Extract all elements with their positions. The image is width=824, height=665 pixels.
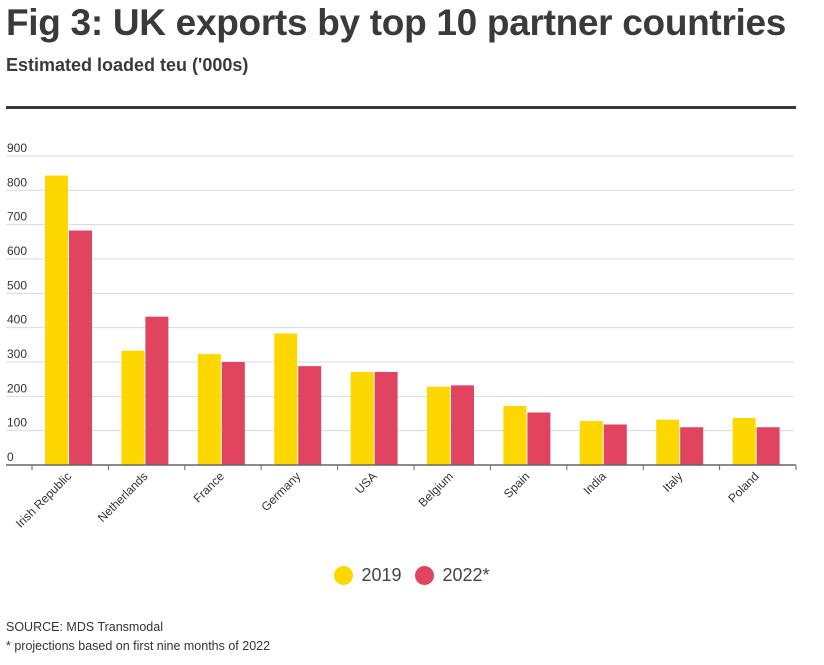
x-tick-label-irish-republic: Irish Republic bbox=[13, 469, 74, 530]
legend-label-2019: 2019 bbox=[361, 565, 402, 585]
y-tick-label-700: 700 bbox=[7, 210, 27, 224]
legend-item-2019: 2019 bbox=[334, 565, 401, 586]
chart-subtitle: Estimated loaded teu ('000s) bbox=[6, 55, 249, 75]
legend-swatch-2019 bbox=[334, 566, 354, 585]
bar-france-2022 bbox=[221, 362, 245, 465]
y-tick-label-300: 300 bbox=[7, 347, 27, 361]
bar-belgium-2019 bbox=[427, 386, 450, 465]
y-tick-label-200: 200 bbox=[7, 381, 27, 395]
bar-irish-republic-2022 bbox=[69, 230, 92, 465]
title-divider bbox=[6, 106, 796, 109]
bar-poland-2022 bbox=[756, 427, 780, 465]
bar-usa-2019 bbox=[350, 371, 374, 465]
y-tick-label-100: 100 bbox=[7, 416, 27, 430]
x-tick-label-netherlands: Netherlands bbox=[95, 469, 151, 525]
x-tick-label-belgium: Belgium bbox=[416, 469, 457, 510]
legend: 2019 2022* bbox=[0, 565, 824, 586]
bar-poland-2019 bbox=[732, 417, 756, 465]
gridlines: 0 100 200 300 400 500 600 700 800 900 bbox=[6, 141, 794, 464]
y-tick-label-400: 400 bbox=[7, 313, 27, 327]
legend-item-2022: 2022* bbox=[415, 565, 490, 586]
x-tick-label-italy: Italy bbox=[660, 469, 685, 494]
x-tick-label-usa: USA bbox=[352, 469, 379, 496]
bars bbox=[45, 175, 780, 465]
bar-france-2019 bbox=[197, 354, 221, 465]
chart-title: Fig 3: UK exports by top 10 partner coun… bbox=[6, 2, 787, 43]
bar-netherlands-2022 bbox=[145, 316, 169, 465]
bar-belgium-2022 bbox=[451, 385, 474, 465]
bar-chart: 0 100 200 300 400 500 600 700 800 900 Irish Repub… bbox=[6, 141, 797, 531]
bar-germany-2022 bbox=[298, 366, 322, 465]
bar-spain-2022 bbox=[527, 412, 551, 465]
bar-italy-2019 bbox=[656, 419, 680, 465]
x-axis: Irish Republic Netherlands France Germany US… bbox=[6, 464, 797, 531]
bar-usa-2022 bbox=[374, 371, 398, 465]
bar-italy-2022 bbox=[680, 427, 704, 465]
bar-india-2019 bbox=[579, 421, 603, 465]
y-tick-label-500: 500 bbox=[7, 278, 27, 292]
y-tick-label-0: 0 bbox=[7, 450, 14, 464]
footnote: * projections based on first nine months… bbox=[6, 639, 271, 653]
legend-swatch-2022 bbox=[415, 566, 435, 585]
bar-india-2022 bbox=[603, 424, 627, 465]
x-tick-label-germany: Germany bbox=[259, 469, 304, 514]
bar-germany-2019 bbox=[274, 333, 298, 465]
bar-irish-republic-2019 bbox=[45, 175, 68, 465]
legend-label-2022: 2022* bbox=[442, 565, 490, 585]
bar-spain-2019 bbox=[503, 405, 527, 465]
y-tick-label-800: 800 bbox=[7, 175, 27, 189]
x-tick-label-poland: Poland bbox=[725, 469, 761, 505]
y-tick-label-600: 600 bbox=[7, 244, 27, 258]
y-tick-label-900: 900 bbox=[7, 141, 27, 155]
x-tick-label-spain: Spain bbox=[501, 469, 533, 501]
x-tick-label-france: France bbox=[191, 469, 228, 506]
x-tick-label-india: India bbox=[581, 469, 610, 498]
source-note: SOURCE: MDS Transmodal bbox=[6, 620, 163, 634]
bar-netherlands-2019 bbox=[121, 350, 145, 465]
